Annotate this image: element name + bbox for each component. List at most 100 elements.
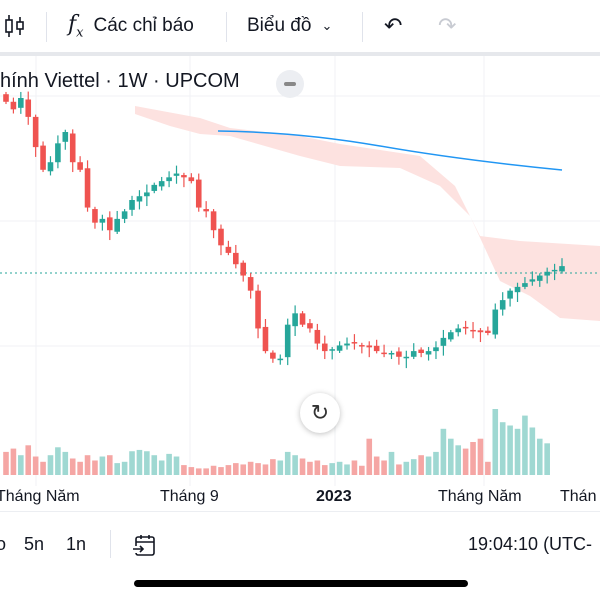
volume-bar [359, 465, 365, 475]
candle [195, 173, 202, 212]
time-tick: 2023 [316, 488, 352, 505]
chart-label: Biểu đồ [247, 15, 312, 36]
candle [92, 206, 98, 229]
volume-bar [336, 461, 343, 475]
candle [69, 129, 76, 173]
candle [433, 341, 439, 360]
candlestick-type-button[interactable] [4, 0, 26, 52]
volume-bar [121, 461, 128, 475]
volume-bar [92, 460, 98, 475]
candle [181, 172, 187, 188]
candle [410, 343, 417, 360]
candle [106, 211, 113, 241]
candle [240, 260, 247, 282]
indicators-label: Các chỉ báo [93, 15, 194, 36]
candlestick-icon [5, 15, 24, 37]
volume-bar [544, 443, 550, 475]
candle [114, 210, 120, 234]
volume-bar [277, 460, 284, 475]
volume-bar [240, 464, 247, 475]
chart-menu-button[interactable]: Biểu đồ ⌄ [247, 0, 332, 52]
candle [388, 350, 395, 360]
candle [396, 347, 402, 365]
volume-bar [529, 427, 536, 475]
volume-bar [485, 461, 491, 475]
candle [514, 282, 521, 302]
redo-icon: ↷ [438, 13, 457, 38]
candle [499, 292, 506, 316]
volume-bar [403, 461, 410, 475]
candle [225, 240, 232, 256]
volume-bar [203, 468, 209, 475]
volume-bars [3, 409, 550, 475]
candle [321, 335, 328, 360]
redo-button[interactable]: ↷ [438, 0, 456, 52]
candle [440, 329, 447, 356]
range-button[interactable]: o [0, 534, 7, 554]
candle [307, 319, 313, 333]
candle [448, 329, 454, 342]
volume-bar [462, 448, 469, 475]
volume-bar [440, 428, 447, 475]
volume-bar [307, 461, 313, 475]
candle [344, 337, 350, 350]
candle [277, 354, 284, 365]
volume-bar [470, 442, 476, 475]
volume-bar [396, 464, 402, 475]
go-to-date-icon[interactable] [132, 534, 158, 563]
candle [292, 305, 298, 336]
candle [314, 323, 321, 350]
volume-bar [210, 465, 217, 475]
volume-bar [433, 451, 439, 475]
volume-bar [218, 467, 224, 475]
candle [77, 156, 83, 173]
volume-bar [40, 461, 46, 475]
indicators-button[interactable]: fx Các chỉ báo [68, 0, 194, 52]
bottom-bar: o 5n 1n 19:04:10 (UTC- [0, 528, 600, 560]
candle [40, 141, 46, 173]
volume-bar [136, 449, 143, 475]
volume-bar [195, 468, 202, 475]
candle [129, 195, 135, 216]
undo-icon: ↶ [384, 13, 403, 38]
candle [485, 326, 491, 336]
candle [329, 346, 335, 360]
candle [151, 182, 158, 194]
volume-bar [329, 463, 335, 475]
candle [10, 97, 17, 114]
volume-bar [514, 428, 521, 475]
candle [188, 173, 195, 184]
volume-bar [262, 464, 269, 475]
time-axis: Tháng Năm Tháng 9 2023 Tháng Năm Thán [0, 486, 600, 512]
volume-bar [55, 447, 61, 475]
reset-chart-button[interactable]: ↻ [300, 393, 340, 433]
price-chart[interactable] [0, 56, 600, 486]
volume-bar [144, 451, 150, 475]
volume-bar [425, 456, 432, 475]
candle [366, 341, 373, 358]
time-tick: Tháng Năm [438, 488, 522, 505]
candle [381, 344, 387, 358]
candle [492, 303, 499, 339]
candle [359, 342, 365, 354]
collapse-legend-button[interactable] [276, 70, 304, 98]
range-1n-button[interactable]: 1n [66, 534, 87, 554]
candle [507, 288, 513, 307]
undo-button[interactable]: ↶ [384, 0, 402, 52]
volume-bar [499, 422, 506, 475]
volume-bar [10, 448, 17, 475]
range-5n-button[interactable]: 5n [24, 534, 45, 554]
candle [529, 271, 536, 286]
candle [3, 91, 9, 105]
ichimoku-cloud [135, 106, 600, 321]
volume-bar [158, 460, 165, 475]
volume-bar [181, 465, 187, 475]
candle [144, 184, 150, 207]
volume-bar [84, 455, 91, 475]
candle [544, 267, 550, 284]
volume-bar [381, 460, 387, 475]
volume-bar [106, 455, 113, 475]
candle [336, 341, 343, 353]
candle [284, 318, 291, 366]
candle [559, 258, 565, 274]
